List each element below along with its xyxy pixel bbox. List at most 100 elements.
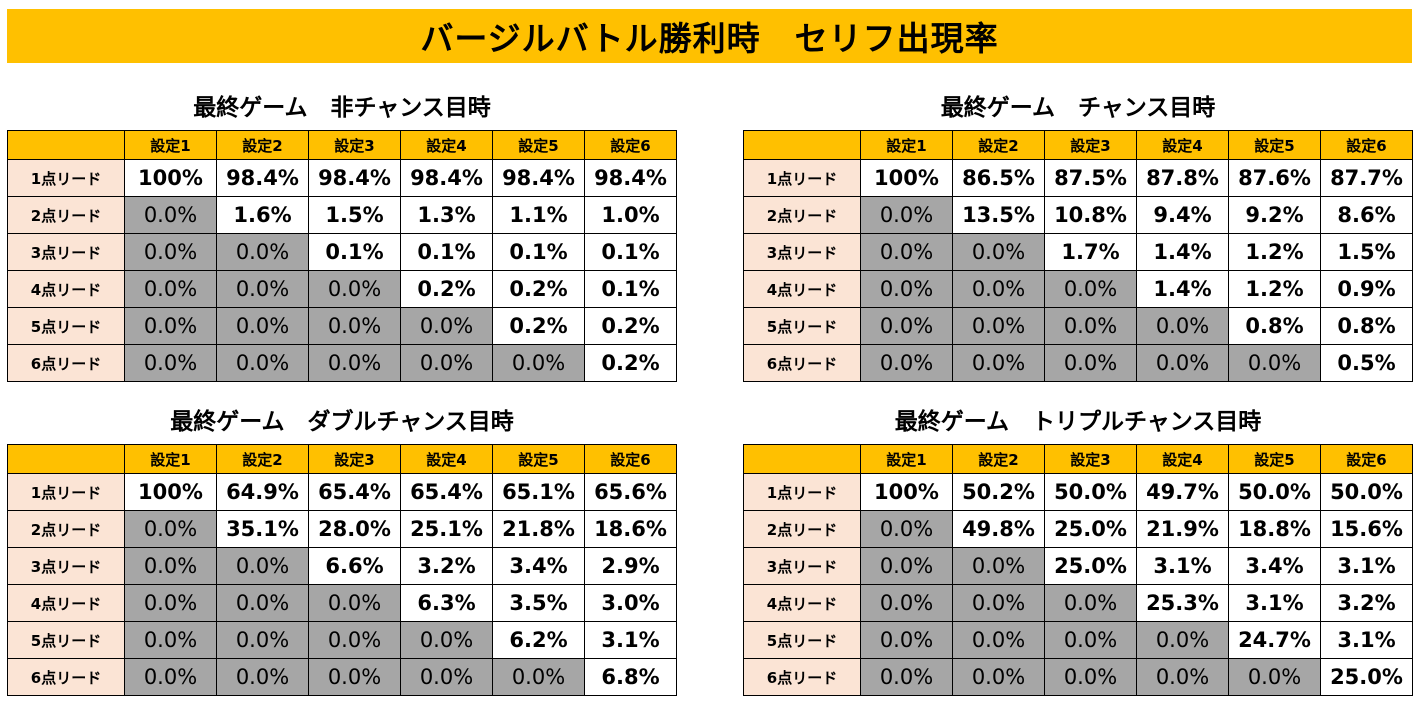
- rate-cell: 0.2%: [584, 344, 677, 382]
- rate-cell: 0.0%: [308, 584, 401, 622]
- rate-cell: 1.5%: [308, 196, 401, 234]
- header-row: 設定1 設定2 設定3 設定4 設定5 設定6: [7, 444, 677, 474]
- rate-cell: 0.0%: [1228, 658, 1321, 696]
- rate-cell: 65.6%: [584, 473, 677, 511]
- table-row: 3点リード 0.0% 0.0% 0.1% 0.1% 0.1% 0.1%: [7, 233, 677, 271]
- rate-cell: 1.4%: [1136, 233, 1229, 271]
- rate-cell: 0.0%: [124, 344, 217, 382]
- rate-cell: 0.0%: [860, 584, 953, 622]
- rate-cell: 100%: [124, 473, 217, 511]
- table-row: 1点リード 100% 86.5% 87.5% 87.8% 87.6% 87.7%: [743, 159, 1413, 197]
- table-row: 2点リード 0.0% 49.8% 25.0% 21.9% 18.8% 15.6%: [743, 510, 1413, 548]
- rate-cell: 0.0%: [492, 344, 585, 382]
- table-title: 最終ゲーム チャンス目時: [940, 95, 1216, 121]
- rate-cell: 0.1%: [584, 233, 677, 271]
- table-row: 2点リード 0.0% 35.1% 28.0% 25.1% 21.8% 18.6%: [7, 510, 677, 548]
- table-title: 最終ゲーム トリプルチャンス目時: [894, 409, 1262, 435]
- rate-cell: 1.4%: [1136, 270, 1229, 308]
- rate-cell: 50.0%: [1044, 473, 1137, 511]
- rate-cell: 24.7%: [1228, 621, 1321, 659]
- rate-cell: 98.4%: [584, 159, 677, 197]
- setting-column-header: 設定4: [1136, 130, 1229, 160]
- rate-cell: 1.2%: [1228, 233, 1321, 271]
- rate-cell: 3.1%: [584, 621, 677, 659]
- rate-cell: 1.1%: [492, 196, 585, 234]
- header-row: 設定1 設定2 設定3 設定4 設定5 設定6: [743, 444, 1413, 474]
- rate-cell: 0.0%: [308, 344, 401, 382]
- corner-cell: [743, 130, 861, 160]
- rate-cell: 0.0%: [308, 658, 401, 696]
- rate-cell: 0.0%: [860, 307, 953, 345]
- table-row: 5点リード 0.0% 0.0% 0.0% 0.0% 24.7% 3.1%: [743, 621, 1413, 659]
- rate-cell: 6.8%: [584, 658, 677, 696]
- lead-row-label: 3点リード: [743, 233, 861, 271]
- rate-cell: 0.0%: [860, 196, 953, 234]
- rate-cell: 0.0%: [860, 233, 953, 271]
- corner-cell: [7, 130, 125, 160]
- setting-column-header: 設定5: [1228, 444, 1321, 474]
- table-title: 最終ゲーム 非チャンス目時: [193, 95, 491, 121]
- rate-cell: 15.6%: [1320, 510, 1413, 548]
- rate-cell: 0.0%: [124, 270, 217, 308]
- table-row: 4点リード 0.0% 0.0% 0.0% 1.4% 1.2% 0.9%: [743, 270, 1413, 308]
- rate-cell: 25.1%: [400, 510, 493, 548]
- rate-cell: 3.0%: [584, 584, 677, 622]
- rate-cell: 25.0%: [1044, 547, 1137, 585]
- rate-cell: 10.8%: [1044, 196, 1137, 234]
- rate-cell: 98.4%: [216, 159, 309, 197]
- rate-cell: 0.0%: [216, 233, 309, 271]
- rate-cell: 0.2%: [400, 270, 493, 308]
- rate-cell: 64.9%: [216, 473, 309, 511]
- rate-cell: 100%: [860, 159, 953, 197]
- setting-column-header: 設定6: [584, 444, 677, 474]
- rate-cell: 0.2%: [584, 307, 677, 345]
- rate-cell: 0.0%: [860, 510, 953, 548]
- table-row: 4点リード 0.0% 0.0% 0.0% 25.3% 3.1% 3.2%: [743, 584, 1413, 622]
- probability-table: 設定1 設定2 設定3 設定4 設定5 設定6 1点リード 100% 64.9% 65.4% 65.…: [7, 444, 677, 696]
- lead-row-label: 5点リード: [7, 621, 125, 659]
- lead-row-label: 2点リード: [743, 510, 861, 548]
- rate-cell: 9.2%: [1228, 196, 1321, 234]
- setting-column-header: 設定3: [1044, 444, 1137, 474]
- table-row: 6点リード 0.0% 0.0% 0.0% 0.0% 0.0% 0.2%: [7, 344, 677, 382]
- rate-cell: 0.0%: [860, 621, 953, 659]
- setting-column-header: 設定5: [1228, 130, 1321, 160]
- lead-row-label: 4点リード: [743, 584, 861, 622]
- rate-cell: 0.0%: [400, 344, 493, 382]
- table-row: 5点リード 0.0% 0.0% 0.0% 0.0% 0.2% 0.2%: [7, 307, 677, 345]
- rate-cell: 0.0%: [952, 658, 1045, 696]
- rate-cell: 3.2%: [400, 547, 493, 585]
- rate-cell: 0.0%: [952, 307, 1045, 345]
- lead-row-label: 6点リード: [743, 344, 861, 382]
- rate-cell: 8.6%: [1320, 196, 1413, 234]
- rate-cell: 18.8%: [1228, 510, 1321, 548]
- setting-column-header: 設定4: [1136, 444, 1229, 474]
- table-row: 5点リード 0.0% 0.0% 0.0% 0.0% 6.2% 3.1%: [7, 621, 677, 659]
- rate-cell: 0.0%: [1044, 270, 1137, 308]
- table-title: 最終ゲーム ダブルチャンス目時: [170, 409, 514, 435]
- table-row: 3点リード 0.0% 0.0% 25.0% 3.1% 3.4% 3.1%: [743, 547, 1413, 585]
- rate-cell: 0.0%: [124, 196, 217, 234]
- lead-row-label: 4点リード: [743, 270, 861, 308]
- table-section: 最終ゲーム チャンス目時 設定1 設定2 設定3 設定4 設定5 設定6 1点リード 100% 8…: [743, 86, 1413, 382]
- table-row: 6点リード 0.0% 0.0% 0.0% 0.0% 0.0% 6.8%: [7, 658, 677, 696]
- table-row: 2点リード 0.0% 1.6% 1.5% 1.3% 1.1% 1.0%: [7, 196, 677, 234]
- setting-column-header: 設定6: [1320, 444, 1413, 474]
- rate-cell: 0.0%: [124, 621, 217, 659]
- rate-cell: 100%: [124, 159, 217, 197]
- table-section: 最終ゲーム 非チャンス目時 設定1 設定2 設定3 設定4 設定5 設定6 1点リード 100%…: [7, 86, 677, 382]
- rate-cell: 6.2%: [492, 621, 585, 659]
- lead-row-label: 1点リード: [7, 473, 125, 511]
- rate-cell: 1.0%: [584, 196, 677, 234]
- lead-row-label: 1点リード: [743, 159, 861, 197]
- rate-cell: 0.0%: [952, 270, 1045, 308]
- rate-cell: 0.0%: [124, 658, 217, 696]
- rate-cell: 1.7%: [1044, 233, 1137, 271]
- rate-cell: 0.0%: [860, 658, 953, 696]
- rate-cell: 0.1%: [308, 233, 401, 271]
- table-row: 2点リード 0.0% 13.5% 10.8% 9.4% 9.2% 8.6%: [743, 196, 1413, 234]
- rate-cell: 0.0%: [1044, 621, 1137, 659]
- rate-cell: 0.0%: [1228, 344, 1321, 382]
- rate-cell: 0.1%: [400, 233, 493, 271]
- rate-cell: 0.0%: [952, 584, 1045, 622]
